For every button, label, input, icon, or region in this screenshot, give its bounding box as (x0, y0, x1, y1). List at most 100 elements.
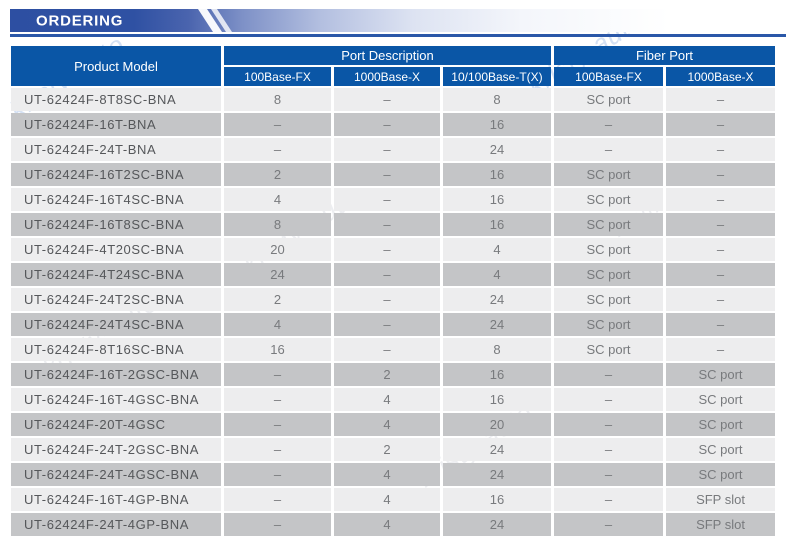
fiber-1000base-x-cell: – (666, 288, 776, 311)
table-row: UT-62424F-16T-BNA – – 16 – – (11, 113, 776, 136)
port-1000base-x-cell: – (334, 138, 440, 161)
diagonal-stripes-decoration (198, 9, 232, 32)
fiber-100base-fx-cell: SC port (554, 213, 663, 236)
fiber-1000base-x-cell: – (666, 213, 776, 236)
table-row: UT-62424F-16T8SC-BNA 8 – 16 SC port – (11, 213, 776, 236)
port-100base-fx-cell: 4 (224, 188, 331, 211)
port-100base-fx-cell: 2 (224, 163, 331, 186)
product-model-cell: UT-62424F-16T8SC-BNA (11, 213, 221, 236)
product-model-cell: UT-62424F-8T16SC-BNA (11, 338, 221, 361)
fiber-100base-fx-cell: SC port (554, 338, 663, 361)
ordering-table: Product Model Port Description Fiber Por… (8, 44, 778, 538)
port-100base-fx-cell: 24 (224, 263, 331, 286)
fiber-100base-fx-cell: SC port (554, 88, 663, 111)
fiber-1000base-x-cell: SC port (666, 463, 776, 486)
fiber-100base-fx-cell: SC port (554, 188, 663, 211)
product-model-cell: UT-62424F-16T4SC-BNA (11, 188, 221, 211)
port-1000base-x-cell: 4 (334, 513, 440, 536)
product-model-cell: UT-62424F-20T-4GSC (11, 413, 221, 436)
fiber-1000base-x-cell: – (666, 163, 776, 186)
port-100base-fx-cell: – (224, 363, 331, 386)
port-10-100base-tx-cell: 24 (443, 513, 551, 536)
port-1000base-x-cell: – (334, 338, 440, 361)
port-100base-fx-cell: – (224, 488, 331, 511)
fiber-100base-fx-cell: – (554, 463, 663, 486)
product-model-cell: UT-62424F-24T-4GSC-BNA (11, 463, 221, 486)
fiber-1000base-x-cell: – (666, 138, 776, 161)
port-10-100base-tx-cell: 16 (443, 213, 551, 236)
port-100base-fx-cell: – (224, 438, 331, 461)
port-1000base-x-cell: – (334, 263, 440, 286)
port-100base-fx-cell: – (224, 388, 331, 411)
fiber-100base-fx-cell: – (554, 138, 663, 161)
port-1000base-x-cell: 2 (334, 438, 440, 461)
fiber-100base-fx-cell: – (554, 113, 663, 136)
port-1000base-x-cell: – (334, 88, 440, 111)
port-1000base-x-cell: – (334, 288, 440, 311)
col-header-1000base-x: 1000Base-X (334, 67, 440, 86)
group-header-fiber-port: Fiber Port (554, 46, 776, 65)
table-row: UT-62424F-16T-2GSC-BNA – 2 16 – SC port (11, 363, 776, 386)
table-row: UT-62424F-8T8SC-BNA 8 – 8 SC port – (11, 88, 776, 111)
fiber-1000base-x-cell: – (666, 263, 776, 286)
table-row: UT-62424F-4T24SC-BNA 24 – 4 SC port – (11, 263, 776, 286)
section-banner: ORDERING (10, 9, 786, 37)
port-100base-fx-cell: – (224, 413, 331, 436)
table-row: UT-62424F-20T-4GSC – 4 20 – SC port (11, 413, 776, 436)
col-header-100base-fx: 100Base-FX (224, 67, 331, 86)
product-model-cell: UT-62424F-24T-2GSC-BNA (11, 438, 221, 461)
fiber-1000base-x-cell: SC port (666, 438, 776, 461)
product-model-cell: UT-62424F-24T-4GP-BNA (11, 513, 221, 536)
fiber-1000base-x-cell: SC port (666, 388, 776, 411)
table-row: UT-62424F-24T-BNA – – 24 – – (11, 138, 776, 161)
port-10-100base-tx-cell: 16 (443, 388, 551, 411)
banner-underline (10, 34, 786, 37)
fiber-1000base-x-cell: – (666, 113, 776, 136)
product-model-cell: UT-62424F-16T-2GSC-BNA (11, 363, 221, 386)
fiber-1000base-x-cell: – (666, 188, 776, 211)
fiber-1000base-x-cell: – (666, 238, 776, 261)
port-100base-fx-cell: – (224, 513, 331, 536)
table-row: UT-62424F-16T-4GP-BNA – 4 16 – SFP slot (11, 488, 776, 511)
port-10-100base-tx-cell: 24 (443, 463, 551, 486)
port-10-100base-tx-cell: 4 (443, 238, 551, 261)
table-row: UT-62424F-16T2SC-BNA 2 – 16 SC port – (11, 163, 776, 186)
port-10-100base-tx-cell: 8 (443, 338, 551, 361)
fiber-100base-fx-cell: SC port (554, 238, 663, 261)
port-10-100base-tx-cell: 24 (443, 438, 551, 461)
port-10-100base-tx-cell: 24 (443, 288, 551, 311)
port-10-100base-tx-cell: 16 (443, 188, 551, 211)
port-1000base-x-cell: 4 (334, 388, 440, 411)
port-100base-fx-cell: – (224, 113, 331, 136)
fiber-1000base-x-cell: SFP slot (666, 488, 776, 511)
port-10-100base-tx-cell: 16 (443, 488, 551, 511)
port-1000base-x-cell: – (334, 113, 440, 136)
port-10-100base-tx-cell: 16 (443, 113, 551, 136)
fiber-1000base-x-cell: – (666, 338, 776, 361)
col-header-product-model: Product Model (11, 46, 221, 86)
fiber-100base-fx-cell: SC port (554, 313, 663, 336)
port-10-100base-tx-cell: 24 (443, 138, 551, 161)
fiber-100base-fx-cell: – (554, 413, 663, 436)
product-model-cell: UT-62424F-24T-BNA (11, 138, 221, 161)
fiber-1000base-x-cell: SFP slot (666, 513, 776, 536)
fiber-100base-fx-cell: – (554, 363, 663, 386)
group-header-port-description: Port Description (224, 46, 551, 65)
product-model-cell: UT-62424F-24T2SC-BNA (11, 288, 221, 311)
port-1000base-x-cell: 4 (334, 463, 440, 486)
port-100base-fx-cell: 16 (224, 338, 331, 361)
fiber-100base-fx-cell: – (554, 488, 663, 511)
fiber-1000base-x-cell: – (666, 313, 776, 336)
port-1000base-x-cell: – (334, 188, 440, 211)
fiber-100base-fx-cell: – (554, 513, 663, 536)
product-model-cell: UT-62424F-8T8SC-BNA (11, 88, 221, 111)
banner-bar: ORDERING (10, 9, 786, 32)
col-header-10-100base-tx: 10/100Base-T(X) (443, 67, 551, 86)
port-1000base-x-cell: 2 (334, 363, 440, 386)
port-100base-fx-cell: – (224, 463, 331, 486)
product-model-cell: UT-62424F-16T-4GP-BNA (11, 488, 221, 511)
fiber-1000base-x-cell: – (666, 88, 776, 111)
product-model-cell: UT-62424F-16T-4GSC-BNA (11, 388, 221, 411)
port-1000base-x-cell: – (334, 163, 440, 186)
port-10-100base-tx-cell: 24 (443, 313, 551, 336)
